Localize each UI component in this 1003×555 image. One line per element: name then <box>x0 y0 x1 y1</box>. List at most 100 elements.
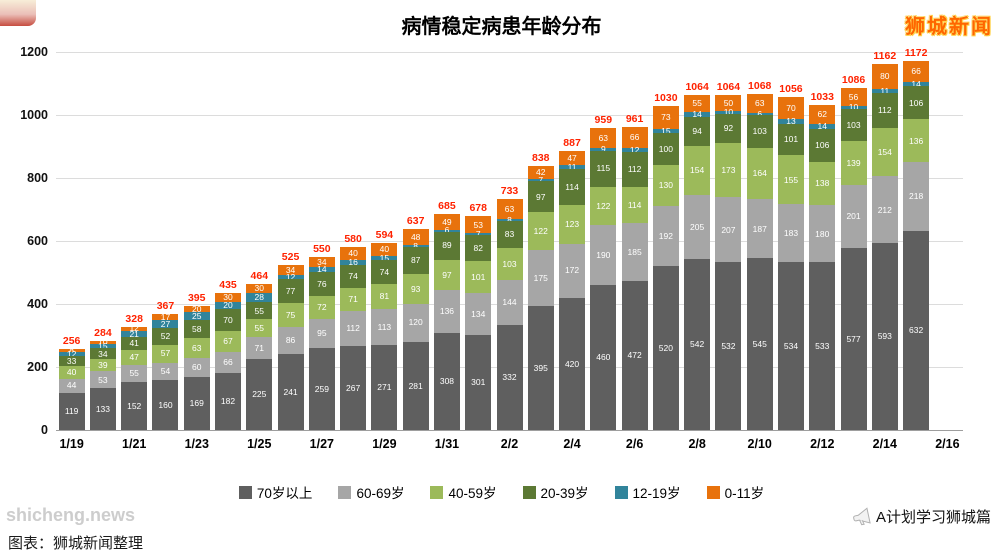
bar-segment: 12 <box>58 350 85 358</box>
bar-segment: 136 <box>433 290 460 333</box>
bar-segment: 207 <box>715 197 742 263</box>
bar-segment: 93 <box>402 274 429 304</box>
megaphone-icon <box>850 505 874 529</box>
bar-segment: 92 <box>715 113 742 143</box>
bar-segment: 66 <box>903 60 930 82</box>
bar-total-label: 733 <box>500 185 519 198</box>
bar-2-12: 533 180 138 106 14 62 1033 <box>809 91 836 430</box>
bar-segment: 164 <box>746 147 773 200</box>
bar-segment: 33 <box>58 355 85 367</box>
bar-segment: 175 <box>527 250 554 306</box>
bar-2-15: 632 218 136 106 14 66 1172 <box>903 47 930 430</box>
bar-segment: 532 <box>715 262 742 430</box>
bar-segment: 173 <box>715 142 742 198</box>
bar-segment: 17 <box>152 312 179 321</box>
bar-segment: 259 <box>308 348 335 430</box>
bar-segment: 180 <box>809 205 836 263</box>
bar-total-label: 594 <box>375 228 394 241</box>
bar-segment: 533 <box>809 262 836 430</box>
bar-segment: 74 <box>340 264 367 289</box>
bar-segment: 21 <box>121 330 148 338</box>
x-tick-label: 2/16 <box>935 437 960 451</box>
bar-segment: 34 <box>89 348 116 360</box>
legend-item: 0-11岁 <box>706 482 764 502</box>
bar-segment: 136 <box>903 119 930 163</box>
bar-segment: 123 <box>559 204 586 244</box>
bar-segment: 72 <box>308 295 335 319</box>
bar-1-22: 160 54 57 52 27 17 367 <box>152 300 179 430</box>
bar-segment: 86 <box>277 327 304 355</box>
bar-total-label: 1172 <box>904 46 928 59</box>
bar-segment: 66 <box>621 127 648 149</box>
bar-segment: 271 <box>371 344 398 430</box>
bar-segment: 241 <box>277 354 304 430</box>
bar-segment: 12 <box>277 273 304 281</box>
legend-item: 12-19岁 <box>614 482 681 502</box>
bar-segment: 55 <box>246 319 273 337</box>
legend: 70岁以上 60-69岁 40-59岁 20-39岁 12-19岁 0-11岁 <box>0 482 1003 502</box>
bar-segment: 70 <box>777 97 804 120</box>
bar-segment: 63 <box>590 127 617 148</box>
legend-swatch <box>614 485 628 499</box>
bar-segment: 6 <box>433 226 460 234</box>
bar-segment: 169 <box>183 376 210 430</box>
bar-segment: 63 <box>496 199 523 219</box>
bar-segment: 185 <box>621 223 648 282</box>
bar-segment: 144 <box>496 280 523 326</box>
x-tick-label: 2/8 <box>688 437 706 451</box>
bar-2-11: 534 183 155 101 13 70 1056 <box>777 83 804 430</box>
legend-swatch <box>522 485 536 499</box>
bar-segment: 42 <box>527 166 554 180</box>
site-logo: 狮城新闻 <box>905 16 993 38</box>
bar-segment: 472 <box>621 281 648 430</box>
gridline <box>56 178 963 179</box>
bar-2-4: 420 172 123 114 11 47 887 <box>559 137 586 430</box>
watermark: shicheng.news <box>6 505 136 525</box>
bar-segment: 14 <box>684 109 711 119</box>
bar-segment: 75 <box>277 303 304 328</box>
bar-segment: 28 <box>246 293 273 303</box>
legend-swatch <box>338 485 352 499</box>
bar-segment: 40 <box>340 247 367 260</box>
bar-segment: 183 <box>777 204 804 262</box>
bar-segment: 201 <box>840 184 867 249</box>
bar-total-label: 1064 <box>685 80 709 93</box>
bar-total-label: 1033 <box>810 90 834 103</box>
bar-segment: 420 <box>559 297 586 430</box>
y-tick-label: 1000 <box>20 108 48 122</box>
bar-segment: 16 <box>340 258 367 266</box>
bar-total-label: 464 <box>250 269 269 282</box>
legend-swatch <box>706 485 720 499</box>
bar-segment: 63 <box>183 338 210 358</box>
bar-segment: 138 <box>809 161 836 206</box>
bar-segment: 39 <box>89 359 116 372</box>
bar-segment: 154 <box>871 127 898 177</box>
bar-segment: 114 <box>559 168 586 205</box>
bar-segment: 71 <box>340 288 367 311</box>
x-tick-label: 1/29 <box>372 437 397 451</box>
bar-segment: 58 <box>183 319 210 339</box>
bar-segment: 218 <box>903 162 930 231</box>
x-tick-label: 2/10 <box>747 437 772 451</box>
bar-segment: 49 <box>433 214 460 230</box>
bar-segment: 182 <box>215 372 242 430</box>
bar-segment: 20 <box>183 304 210 313</box>
bar-segment: 460 <box>590 285 617 430</box>
bar-total-label: 1086 <box>841 73 866 86</box>
chart-caption: 图表：狮城新闻整理 <box>8 535 144 552</box>
bar-segment: 14 <box>903 79 930 88</box>
bar-1-19: 119 44 40 33 12 8 256 <box>58 335 85 430</box>
bar-1-28: 267 112 71 74 16 40 580 <box>340 233 367 430</box>
bar-segment: 101 <box>777 123 804 156</box>
bar-segment: 8 <box>58 347 85 354</box>
bar-1-24: 182 66 67 70 20 30 435 <box>215 279 242 430</box>
bar-segment: 47 <box>559 150 586 166</box>
bar-2-2: 332 144 103 83 8 63 733 <box>496 185 523 430</box>
legend-label: 20-39岁 <box>540 486 589 501</box>
x-tick-label: 1/19 <box>59 437 84 451</box>
x-tick-label: 2/12 <box>810 437 835 451</box>
bar-2-5: 460 190 122 115 9 63 959 <box>590 114 617 430</box>
bar-segment: 54 <box>152 362 179 380</box>
legend-label: 60-69岁 <box>356 486 405 501</box>
bar-segment: 76 <box>308 271 335 296</box>
